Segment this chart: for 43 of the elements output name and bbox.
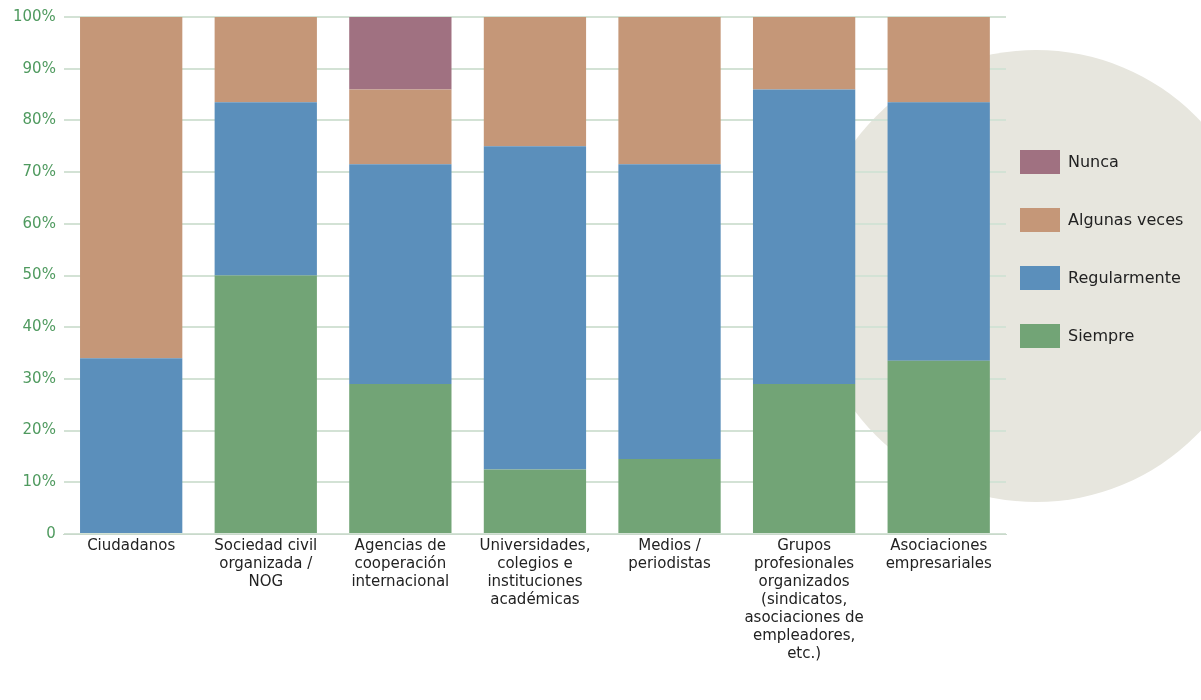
bar bbox=[214, 102, 317, 276]
y-tick-label: 20% bbox=[22, 420, 56, 439]
x-tick-label: Universidades, colegios e instituciones académicas bbox=[479, 535, 591, 608]
y-tick-label: 60% bbox=[22, 213, 56, 232]
legend-label: Algunas veces bbox=[1068, 210, 1184, 229]
bar bbox=[483, 469, 587, 533]
bar bbox=[349, 384, 452, 533]
bar bbox=[214, 275, 317, 533]
y-tick-label: 70% bbox=[22, 161, 56, 180]
bar bbox=[752, 384, 856, 533]
bar bbox=[349, 89, 452, 165]
bar bbox=[887, 102, 990, 361]
bar bbox=[752, 89, 856, 385]
y-tick-label: 50% bbox=[22, 265, 56, 284]
x-tick-label: Agencias de cooperación internacional bbox=[351, 535, 450, 590]
bar bbox=[483, 17, 587, 147]
y-tick-label: 0 bbox=[46, 523, 56, 542]
y-tick-label: 90% bbox=[22, 58, 56, 77]
bar bbox=[618, 459, 721, 533]
x-tick-label: Ciudadanos bbox=[87, 535, 176, 554]
x-tick-label: Grupos profesionales organizados (sindicatos, asociaciones de empleadores, etc.) bbox=[744, 535, 864, 662]
legend-label: Siempre bbox=[1068, 326, 1135, 345]
x-tick-label: Sociedad civil organizada / NOG bbox=[214, 535, 318, 590]
y-tick-label: 80% bbox=[22, 110, 56, 129]
legend-label: Nunca bbox=[1068, 152, 1119, 171]
bar bbox=[752, 17, 856, 90]
bar bbox=[80, 358, 183, 533]
bar bbox=[349, 164, 452, 385]
y-tick-label: 40% bbox=[22, 317, 56, 336]
bar bbox=[618, 164, 721, 460]
bar bbox=[887, 17, 990, 103]
bar bbox=[80, 17, 183, 359]
bar bbox=[349, 17, 452, 90]
bar bbox=[618, 17, 721, 165]
bar bbox=[214, 17, 317, 103]
bar bbox=[887, 360, 990, 533]
y-tick-label: 100% bbox=[12, 6, 56, 25]
bar bbox=[483, 146, 587, 470]
y-tick-label: 30% bbox=[22, 368, 56, 387]
y-tick-label: 10% bbox=[22, 472, 56, 491]
x-tick-label: Asociaciones empresariales bbox=[885, 535, 992, 572]
x-tick-label: Medios / periodistas bbox=[628, 535, 712, 572]
legend-label: Regularmente bbox=[1068, 268, 1181, 287]
